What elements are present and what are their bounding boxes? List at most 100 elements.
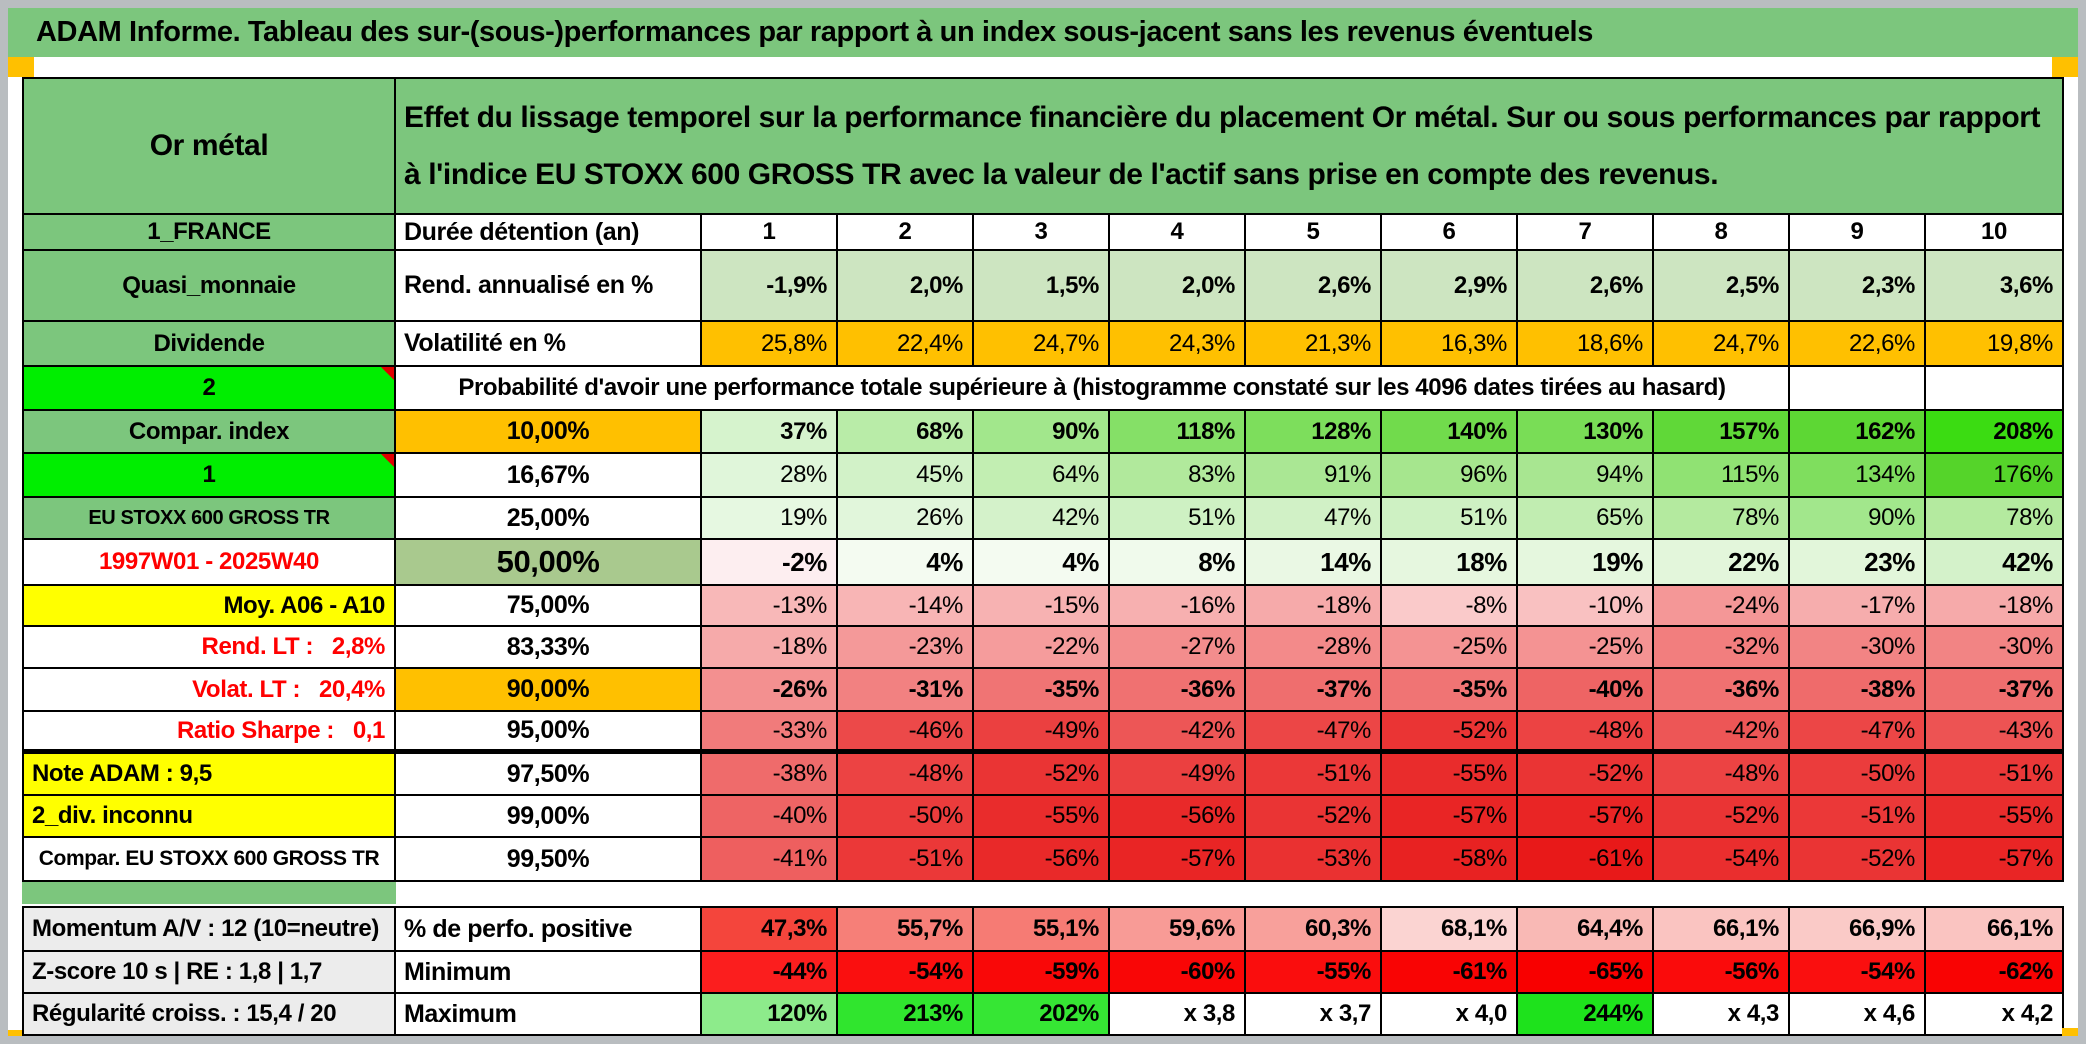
data-cell[interactable]: 130% <box>1518 411 1654 454</box>
sheet-title-cell[interactable]: ADAM Informe. Tableau des sur-(sous-)per… <box>8 8 2078 57</box>
data-cell[interactable]: 19% <box>702 498 838 540</box>
data-cell[interactable]: 14% <box>1246 540 1382 586</box>
data-cell[interactable]: 19,8% <box>1926 322 2062 367</box>
data-cell[interactable]: -62% <box>1926 952 2062 994</box>
prob-header-cell[interactable]: Probabilité d'avoir une performance tota… <box>396 367 1790 411</box>
data-cell[interactable]: -13% <box>702 586 838 627</box>
data-cell[interactable]: 42% <box>1926 540 2062 586</box>
data-cell[interactable]: 6 <box>1382 215 1518 251</box>
data-cell[interactable]: -41% <box>702 838 838 880</box>
data-cell[interactable]: -42% <box>1110 712 1246 754</box>
row-head[interactable]: 50,00% <box>396 540 702 586</box>
data-cell[interactable]: -31% <box>838 669 974 712</box>
data-cell[interactable]: -18% <box>702 627 838 669</box>
data-cell[interactable]: -57% <box>1110 838 1246 880</box>
row-label[interactable]: Régularité croiss. : 15,4 / 20 <box>24 994 396 1034</box>
data-cell[interactable]: 22,4% <box>838 322 974 367</box>
data-cell[interactable]: 90% <box>974 411 1110 454</box>
row-head[interactable]: 75,00% <box>396 586 702 627</box>
data-cell[interactable]: 4% <box>838 540 974 586</box>
data-cell[interactable]: -51% <box>838 838 974 880</box>
data-cell[interactable]: 134% <box>1790 454 1926 498</box>
data-cell[interactable]: -60% <box>1110 952 1246 994</box>
row-head[interactable]: 16,67% <box>396 454 702 498</box>
data-cell[interactable]: 21,3% <box>1246 322 1382 367</box>
data-cell[interactable]: -48% <box>838 754 974 796</box>
data-cell[interactable]: 213% <box>838 994 974 1034</box>
data-cell[interactable]: -23% <box>838 627 974 669</box>
data-cell[interactable]: 176% <box>1926 454 2062 498</box>
data-cell[interactable]: -50% <box>1790 754 1926 796</box>
data-cell[interactable]: 59,6% <box>1110 908 1246 952</box>
data-cell[interactable]: x 4,6 <box>1790 994 1926 1034</box>
data-cell[interactable]: 47% <box>1246 498 1382 540</box>
data-cell[interactable]: 26% <box>838 498 974 540</box>
data-cell[interactable]: 5 <box>1246 215 1382 251</box>
data-cell[interactable]: -44% <box>702 952 838 994</box>
data-cell[interactable]: 1 <box>702 215 838 251</box>
data-cell[interactable]: -54% <box>1790 952 1926 994</box>
row-label[interactable]: Compar. EU STOXX 600 GROSS TR <box>24 838 396 880</box>
data-cell[interactable]: -26% <box>702 669 838 712</box>
data-cell[interactable]: -56% <box>974 838 1110 880</box>
data-cell[interactable]: -38% <box>702 754 838 796</box>
data-cell[interactable]: 208% <box>1926 411 2062 454</box>
data-cell[interactable]: 8% <box>1110 540 1246 586</box>
data-cell[interactable]: 1,5% <box>974 251 1110 322</box>
data-cell[interactable]: 22% <box>1654 540 1790 586</box>
empty-cell[interactable] <box>1926 367 2062 411</box>
row-head[interactable]: 10,00% <box>396 411 702 454</box>
data-cell[interactable]: -14% <box>838 586 974 627</box>
data-cell[interactable]: -10% <box>1518 586 1654 627</box>
data-cell[interactable]: 25,8% <box>702 322 838 367</box>
data-cell[interactable]: -22% <box>974 627 1110 669</box>
data-cell[interactable]: 2,0% <box>1110 251 1246 322</box>
data-cell[interactable]: 24,7% <box>1654 322 1790 367</box>
data-cell[interactable]: -61% <box>1518 838 1654 880</box>
data-cell[interactable]: 19% <box>1518 540 1654 586</box>
data-cell[interactable]: x 4,0 <box>1382 994 1518 1034</box>
data-cell[interactable]: -57% <box>1926 838 2062 880</box>
data-cell[interactable]: 2,6% <box>1246 251 1382 322</box>
data-cell[interactable]: 2,0% <box>838 251 974 322</box>
data-cell[interactable]: -55% <box>974 796 1110 838</box>
asset-name-cell[interactable]: Or métal <box>24 79 396 215</box>
data-cell[interactable]: 140% <box>1382 411 1518 454</box>
data-cell[interactable]: 120% <box>702 994 838 1034</box>
row-head[interactable]: 25,00% <box>396 498 702 540</box>
data-cell[interactable]: 42% <box>974 498 1110 540</box>
data-cell[interactable]: 202% <box>974 994 1110 1034</box>
data-cell[interactable]: -48% <box>1654 754 1790 796</box>
data-cell[interactable]: -24% <box>1654 586 1790 627</box>
data-cell[interactable]: -46% <box>838 712 974 754</box>
data-cell[interactable]: -18% <box>1246 586 1382 627</box>
data-cell[interactable]: 157% <box>1654 411 1790 454</box>
row-head[interactable]: 83,33% <box>396 627 702 669</box>
data-cell[interactable]: 24,3% <box>1110 322 1246 367</box>
data-cell[interactable]: -50% <box>838 796 974 838</box>
data-cell[interactable]: 2 <box>838 215 974 251</box>
row-head[interactable]: 95,00% <box>396 712 702 754</box>
data-cell[interactable]: -57% <box>1518 796 1654 838</box>
row-label[interactable]: 2 <box>24 367 396 411</box>
data-cell[interactable]: -51% <box>1790 796 1926 838</box>
data-cell[interactable]: -32% <box>1654 627 1790 669</box>
data-cell[interactable]: 128% <box>1246 411 1382 454</box>
data-cell[interactable]: -53% <box>1246 838 1382 880</box>
data-cell[interactable]: 7 <box>1518 215 1654 251</box>
row-label[interactable]: Note ADAM : 9,5 <box>24 754 396 796</box>
row-label[interactable]: Quasi_monnaie <box>24 251 396 322</box>
data-cell[interactable]: -33% <box>702 712 838 754</box>
data-cell[interactable]: -51% <box>1926 754 2062 796</box>
data-cell[interactable]: -40% <box>1518 669 1654 712</box>
data-cell[interactable]: -37% <box>1246 669 1382 712</box>
row-head[interactable]: 99,50% <box>396 838 702 880</box>
data-cell[interactable]: -49% <box>1110 754 1246 796</box>
data-cell[interactable]: 10 <box>1926 215 2062 251</box>
data-cell[interactable]: -27% <box>1110 627 1246 669</box>
row-label[interactable]: 2_div. inconnu <box>24 796 396 838</box>
data-cell[interactable]: 28% <box>702 454 838 498</box>
data-cell[interactable]: 4% <box>974 540 1110 586</box>
data-cell[interactable]: 18,6% <box>1518 322 1654 367</box>
data-cell[interactable]: -2% <box>702 540 838 586</box>
